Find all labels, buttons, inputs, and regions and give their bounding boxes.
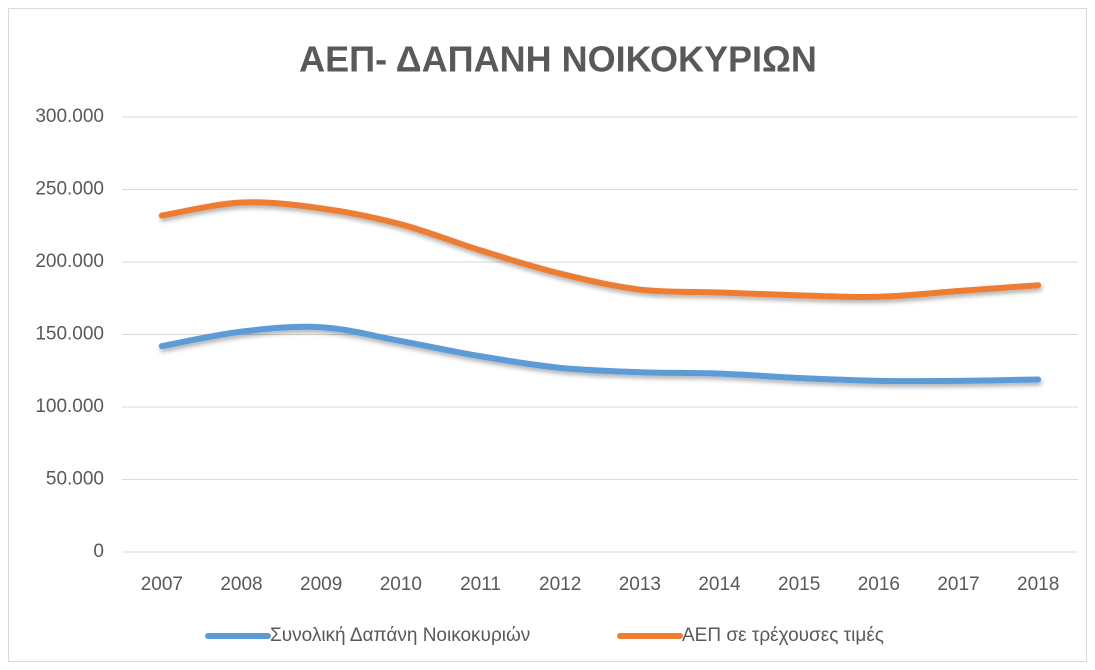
x-tick-label: 2018 xyxy=(1017,574,1059,595)
y-tick-label: 0 xyxy=(93,541,104,562)
x-tick-label: 2016 xyxy=(858,574,900,595)
x-tick-label: 2010 xyxy=(380,574,422,595)
x-tick-label: 2015 xyxy=(778,574,820,595)
x-tick-label: 2013 xyxy=(619,574,661,595)
x-tick-label: 2014 xyxy=(698,574,741,595)
y-tick-label: 250.000 xyxy=(35,179,104,200)
legend-label: ΑΕΠ σε τρέχουσες τιμές xyxy=(682,625,884,646)
x-tick-label: 2009 xyxy=(300,574,342,595)
legend-label: Συνολική Δαπάνη Νοικοκυριών xyxy=(270,625,530,646)
y-tick-label: 50.000 xyxy=(46,469,104,490)
y-tick-label: 200.000 xyxy=(35,251,104,272)
x-tick-label: 2011 xyxy=(460,574,501,595)
series-line xyxy=(158,323,1042,385)
x-tick-label: 2012 xyxy=(539,574,581,595)
x-tick-label: 2017 xyxy=(937,574,979,595)
series-line xyxy=(158,199,1042,300)
y-tick-label: 100.000 xyxy=(35,396,104,417)
y-tick-label: 150.000 xyxy=(35,324,104,345)
chart-title: ΑΕΠ- ΔΑΠΑΝΗ ΝΟΙΚΟΚΥΡΙΩΝ xyxy=(299,39,817,80)
y-tick-label: 300.000 xyxy=(35,106,104,127)
x-tick-label: 2007 xyxy=(141,574,183,595)
x-tick-label: 2008 xyxy=(220,574,262,595)
